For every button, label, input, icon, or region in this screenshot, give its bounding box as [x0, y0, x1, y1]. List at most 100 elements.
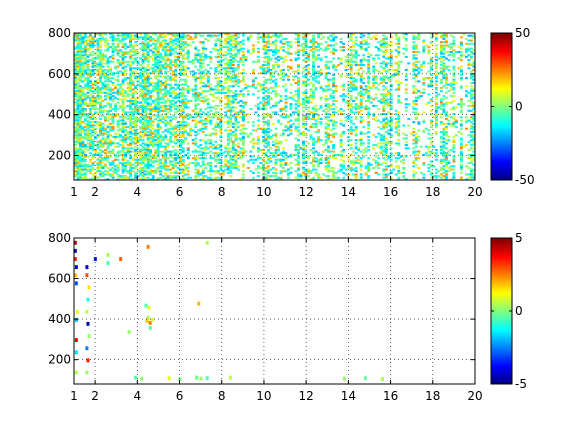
- heatmap-cell: [89, 96, 92, 99]
- heatmap-cell: [121, 176, 125, 179]
- heatmap-cell: [141, 60, 145, 63]
- heatmap-cell: [121, 126, 125, 129]
- heatmap-cell: [282, 155, 285, 158]
- heatmap-cell: [181, 101, 185, 104]
- heatmap-cell: [194, 108, 198, 111]
- heatmap-cell: [186, 54, 190, 57]
- heatmap-cell: [234, 46, 238, 49]
- heatmap-cell: [181, 124, 185, 127]
- heatmap-cell: [359, 144, 363, 147]
- heatmap-cell: [349, 33, 353, 36]
- heatmap-cell: [216, 155, 220, 158]
- heatmap-cell: [146, 126, 150, 129]
- heatmap-cell: [181, 160, 185, 163]
- heatmap-cell: [367, 98, 371, 101]
- heatmap-cell: [169, 104, 173, 107]
- heatmap-cell: [204, 37, 208, 40]
- heatmap-cell: [91, 142, 95, 145]
- heatmap-cell: [309, 178, 313, 181]
- heatmap-cell: [161, 153, 165, 156]
- heatmap-cell: [189, 70, 193, 73]
- heatmap-cell: [199, 157, 203, 160]
- heatmap-cell: [141, 111, 145, 114]
- heatmap-cell: [322, 88, 326, 91]
- heatmap-cell: [214, 155, 218, 158]
- heatmap-cell: [174, 46, 178, 49]
- heatmap-cell: [266, 46, 270, 49]
- heatmap-cell: [264, 139, 268, 142]
- heatmap-cell: [144, 86, 148, 89]
- heatmap-cell: [144, 163, 148, 166]
- heatmap-cell: [159, 160, 163, 163]
- heatmap-cell: [159, 165, 163, 168]
- heatmap-cell: [86, 126, 90, 129]
- heatmap-cell: [96, 168, 100, 171]
- heatmap-cell: [369, 86, 373, 89]
- heatmap-cell: [184, 78, 188, 81]
- heatmap-cell: [101, 54, 105, 57]
- heatmap-cell: [111, 77, 115, 80]
- heatmap-cell: [226, 77, 230, 80]
- heatmap-cell: [226, 42, 230, 45]
- heatmap-cell: [229, 55, 233, 58]
- heatmap-cell: [189, 162, 193, 165]
- heatmap-cell: [101, 142, 105, 145]
- heatmap-cell: [144, 95, 148, 98]
- heatmap-cell: [204, 122, 208, 125]
- heatmap-cell: [106, 170, 110, 173]
- heatmap-cell: [199, 99, 203, 102]
- heatmap-cell: [174, 139, 178, 142]
- heatmap-cell: [141, 162, 145, 165]
- heatmap-cell: [231, 57, 235, 60]
- heatmap-cell: [264, 142, 268, 145]
- heatmap-cell: [364, 108, 368, 111]
- heatmap-cell: [116, 175, 120, 178]
- heatmap-cell: [241, 124, 245, 127]
- heatmap-cell: [274, 142, 278, 145]
- heatmap-cell: [241, 119, 245, 122]
- heatmap-cell: [256, 124, 260, 127]
- heatmap-cell: [84, 60, 87, 63]
- heatmap-cell: [277, 36, 280, 39]
- heatmap-cell: [169, 62, 173, 65]
- heatmap-cell: [84, 153, 87, 156]
- heatmap-cell: [91, 168, 95, 171]
- heatmap-cell: [136, 77, 140, 80]
- heatmap-cell: [347, 165, 351, 168]
- heatmap-cell: [377, 132, 381, 135]
- heatmap-cell: [121, 170, 125, 173]
- heatmap-cell: [246, 166, 250, 169]
- heatmap-cell: [131, 101, 135, 104]
- heatmap-cell: [104, 158, 107, 161]
- heatmap-cell: [339, 140, 343, 143]
- heatmap-cell: [116, 80, 120, 83]
- heatmap-cell: [179, 124, 183, 127]
- heatmap-cell: [154, 86, 158, 89]
- heatmap-cell: [81, 103, 85, 106]
- heatmap-cell: [249, 170, 253, 173]
- heatmap-cell: [219, 144, 223, 147]
- heatmap-cell: [309, 162, 313, 165]
- heatmap-cell: [186, 147, 190, 150]
- heatmap-cell: [339, 132, 343, 135]
- heatmap-cell: [324, 122, 328, 125]
- heatmap-cell: [244, 150, 248, 153]
- heatmap-cell: [241, 75, 245, 78]
- heatmap-cell: [166, 131, 170, 134]
- heatmap-cell: [179, 64, 183, 67]
- heatmap-cell: [337, 176, 341, 179]
- heatmap-cell: [121, 52, 125, 55]
- heatmap-cell: [339, 144, 343, 147]
- heatmap-cell: [184, 153, 188, 156]
- heatmap-cell: [359, 75, 363, 78]
- heatmap-cell: [359, 142, 363, 145]
- heatmap-cell: [329, 166, 333, 169]
- heatmap-cell: [86, 60, 90, 63]
- heatmap-cell: [302, 148, 305, 151]
- heatmap-cell: [84, 168, 87, 171]
- heatmap-cell: [169, 178, 173, 181]
- heatmap-cell: [287, 96, 290, 99]
- heatmap-cell: [164, 157, 168, 160]
- heatmap-cell: [364, 41, 368, 44]
- heatmap-cell: [164, 114, 168, 117]
